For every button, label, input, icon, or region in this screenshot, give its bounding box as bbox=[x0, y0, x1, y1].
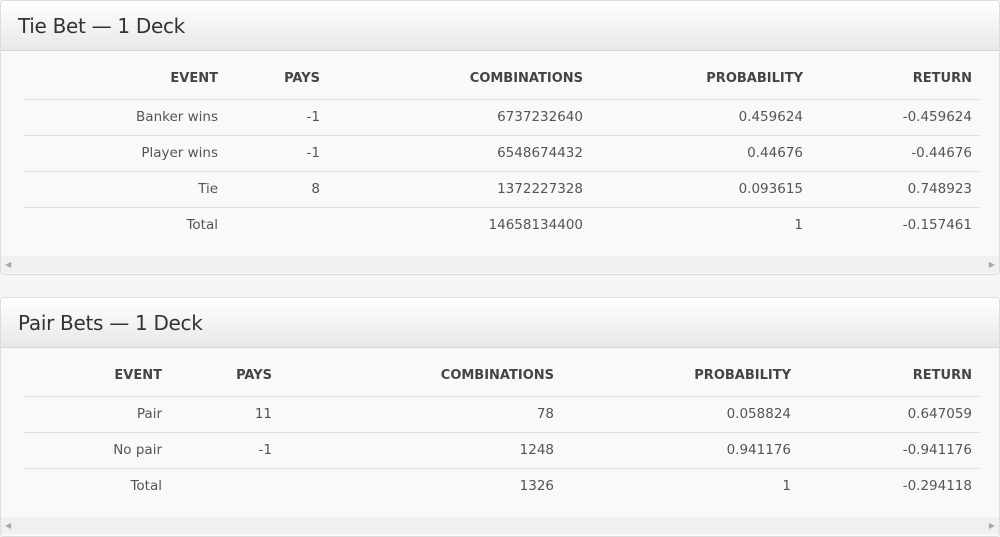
horizontal-scrollbar[interactable]: ◀ ▶ bbox=[1, 517, 999, 534]
table-cell bbox=[218, 207, 320, 243]
table-cell: 78 bbox=[272, 396, 554, 433]
column-header: PAYS bbox=[218, 51, 320, 100]
table-cell: 0.647059 bbox=[791, 396, 972, 433]
panel-header: Tie Bet — 1 Deck bbox=[1, 1, 999, 51]
table-cell: -0.459624 bbox=[803, 99, 972, 136]
table-cell: 1 bbox=[794, 217, 803, 234]
table-cell: 0.058824 bbox=[554, 396, 791, 433]
horizontal-scrollbar[interactable]: ◀ ▶ bbox=[1, 256, 999, 273]
column-header: EVENT bbox=[24, 348, 162, 397]
table-cell: 1248 bbox=[272, 432, 554, 469]
table-cell: -0.44676 bbox=[803, 135, 972, 172]
panel-title: Tie Bet — 1 Deck bbox=[18, 13, 185, 38]
table-cell: -1 bbox=[218, 99, 320, 136]
table-cell: -1 bbox=[218, 135, 320, 172]
panel-header: Pair Bets — 1 Deck bbox=[1, 298, 999, 348]
table-cell: 0.093615 bbox=[583, 171, 803, 208]
table-cell: Tie bbox=[24, 171, 218, 208]
table-cell: -0.941176 bbox=[791, 432, 972, 469]
tie-bet-panel: Tie Bet — 1 Deck EVENT PAYS COMBINATIONS… bbox=[0, 0, 1000, 275]
column-header: PROBABILITY bbox=[554, 348, 791, 397]
table-cell: 6548674432 bbox=[320, 135, 583, 172]
table-cell: -0.294118 bbox=[902, 478, 972, 495]
table-cell: 1 bbox=[782, 478, 791, 495]
table-cell: 8 bbox=[218, 171, 320, 208]
pair-bets-table: EVENT PAYS COMBINATIONS PROBABILITY RETU… bbox=[24, 348, 979, 504]
table-cell: 14658134400 bbox=[488, 217, 583, 234]
tie-bet-table: EVENT PAYS COMBINATIONS PROBABILITY RETU… bbox=[24, 51, 979, 243]
table-cell: -1 bbox=[162, 432, 272, 469]
table-header-row: EVENT PAYS COMBINATIONS PROBABILITY RETU… bbox=[24, 348, 979, 397]
scroll-right-icon[interactable]: ▶ bbox=[988, 521, 995, 530]
table-cell: Pair bbox=[24, 396, 162, 433]
table-cell: 0.44676 bbox=[583, 135, 803, 172]
table-cell: 0.941176 bbox=[554, 432, 791, 469]
column-header: COMBINATIONS bbox=[320, 51, 583, 100]
table-cell: 0.459624 bbox=[583, 99, 803, 136]
table-row: Banker wins -1 6737232640 0.459624 -0.459624 bbox=[24, 99, 979, 136]
table-row: Pair 11 78 0.058824 0.647059 bbox=[24, 396, 979, 433]
table-cell: Banker wins bbox=[24, 99, 218, 136]
table-cell: 11 bbox=[162, 396, 272, 433]
scroll-right-icon[interactable]: ▶ bbox=[988, 260, 995, 269]
table-row: Player wins -1 6548674432 0.44676 -0.44676 bbox=[24, 135, 979, 172]
table-cell: -0.157461 bbox=[902, 217, 972, 234]
table-cell bbox=[162, 468, 272, 504]
table-cell: 6737232640 bbox=[320, 99, 583, 136]
column-header: RETURN bbox=[803, 51, 972, 100]
table-cell: No pair bbox=[24, 432, 162, 469]
table-cell: 0.748923 bbox=[803, 171, 972, 208]
pair-bets-panel: Pair Bets — 1 Deck EVENT PAYS COMBINATIO… bbox=[0, 297, 1000, 537]
column-header: EVENT bbox=[24, 51, 218, 100]
table-row: Tie 8 1372227328 0.093615 0.748923 bbox=[24, 171, 979, 208]
scroll-left-icon[interactable]: ◀ bbox=[5, 260, 12, 269]
column-header: RETURN bbox=[791, 348, 972, 397]
table-cell: 1372227328 bbox=[320, 171, 583, 208]
column-header: COMBINATIONS bbox=[272, 348, 554, 397]
table-header-row: EVENT PAYS COMBINATIONS PROBABILITY RETU… bbox=[24, 51, 979, 100]
table-cell: 1326 bbox=[519, 478, 554, 495]
table-cell: Total bbox=[130, 478, 162, 495]
table-cell: Total bbox=[186, 217, 218, 234]
scroll-left-icon[interactable]: ◀ bbox=[5, 521, 12, 530]
column-header: PAYS bbox=[162, 348, 272, 397]
column-header: PROBABILITY bbox=[583, 51, 803, 100]
panel-title: Pair Bets — 1 Deck bbox=[18, 310, 203, 335]
table-row: No pair -1 1248 0.941176 -0.941176 bbox=[24, 432, 979, 469]
table-row: Total 14658134400 1 -0.157461 bbox=[24, 207, 979, 243]
table-row: Total 1326 1 -0.294118 bbox=[24, 468, 979, 504]
table-cell: Player wins bbox=[24, 135, 218, 172]
